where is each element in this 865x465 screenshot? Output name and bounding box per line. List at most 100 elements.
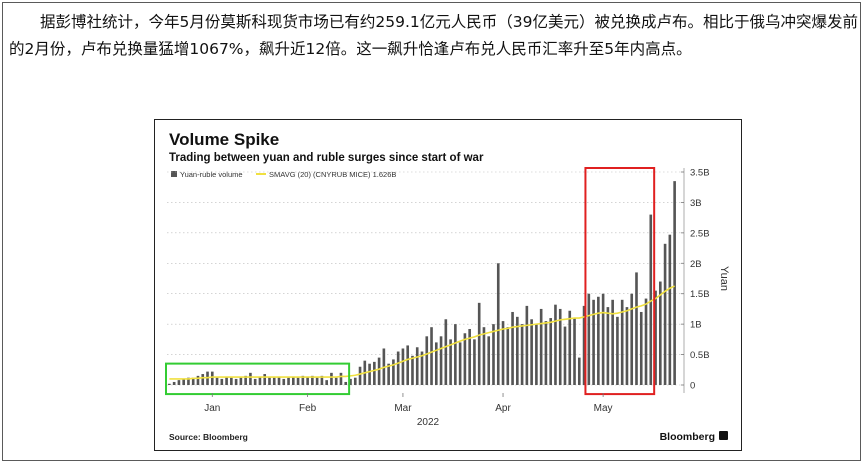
chart-legend: Yuan-ruble volume SMAVG (20) (CNYRUB MIC…	[171, 170, 396, 179]
volume-bar	[468, 329, 471, 385]
volume-bar	[659, 281, 662, 385]
volume-bar	[377, 357, 381, 385]
volume-bar	[220, 378, 224, 385]
x-tick-label: Jan	[204, 403, 220, 414]
bloomberg-logo-icon	[719, 431, 728, 440]
volume-bar	[272, 377, 276, 385]
volume-bar	[258, 376, 262, 385]
volume-bar	[463, 333, 467, 385]
volume-bar	[239, 377, 243, 385]
volume-bar	[230, 377, 233, 385]
y-tick-label: 0	[690, 381, 695, 392]
volume-bar	[477, 302, 481, 385]
volume-bar	[320, 375, 324, 385]
x-tick-label: May	[594, 403, 613, 414]
volume-bar	[187, 377, 190, 385]
volume-bar	[597, 296, 600, 385]
volume-bar	[311, 375, 314, 385]
volume-bar	[644, 298, 648, 385]
volume-bar	[516, 316, 519, 385]
volume-bar	[563, 326, 567, 385]
volume-bar	[344, 381, 348, 385]
volume-bar	[196, 375, 200, 385]
volume-bar	[392, 359, 395, 385]
volume-bar	[177, 380, 181, 385]
x-tick-label: Apr	[495, 403, 511, 414]
chart-title: Volume Spike	[169, 130, 279, 149]
volume-bar	[253, 378, 257, 385]
volume-bar	[520, 324, 524, 385]
volume-bar	[387, 363, 390, 385]
volume-bar	[501, 321, 505, 385]
volume-bar	[292, 376, 295, 385]
highlight-box-may	[584, 167, 656, 396]
y-tick-label: 2B	[690, 259, 702, 270]
volume-bar	[415, 347, 419, 385]
volume-bar	[182, 378, 185, 385]
x-year-label: 2022	[417, 417, 440, 428]
volume-bar	[353, 377, 357, 385]
volume-bar	[325, 380, 328, 385]
volume-bar	[234, 378, 238, 385]
volume-bar	[606, 307, 610, 385]
volume-bar	[315, 377, 319, 385]
volume-bar	[306, 376, 309, 385]
volume-bar	[573, 318, 576, 385]
highlight-boxes	[165, 167, 656, 396]
volume-bar	[263, 374, 267, 385]
y-tick-label: 1B	[690, 320, 702, 331]
volume-bar	[296, 377, 300, 385]
volume-bar	[439, 336, 443, 385]
volume-bar	[215, 377, 219, 385]
volume-bar	[368, 363, 371, 385]
volume-bar	[458, 342, 462, 385]
volume-bar	[506, 327, 510, 385]
chart-card: Volume Spike Trading between yuan and ru…	[154, 119, 742, 451]
volume-bar	[496, 263, 500, 385]
volume-bar	[349, 378, 352, 385]
volume-bar	[225, 377, 228, 385]
volume-bar	[649, 214, 653, 385]
volume-bar	[330, 372, 333, 385]
volume-bar	[673, 181, 676, 385]
volume-bar	[487, 336, 491, 385]
volume-spike-chart: Volume Spike Trading between yuan and ru…	[165, 130, 730, 443]
chart-subtitle: Trading between yuan and ruble surges si…	[169, 152, 484, 164]
volume-bar	[287, 377, 290, 385]
volume-bar	[668, 234, 672, 385]
volume-bar	[539, 308, 543, 385]
volume-bar	[277, 376, 281, 385]
smavg-line	[169, 285, 675, 380]
volume-bar	[282, 378, 286, 385]
chart-source: Source: Bloomberg	[169, 432, 248, 442]
volume-bar	[630, 293, 634, 385]
volume-bars	[168, 181, 676, 385]
volume-bar	[210, 371, 214, 385]
volume-bar	[511, 311, 514, 385]
volume-bar	[492, 324, 495, 385]
volume-bar	[544, 321, 548, 385]
volume-bar	[201, 374, 205, 385]
volume-bar	[616, 316, 619, 385]
y-axis-label: Yuan	[718, 266, 730, 291]
volume-bar	[592, 299, 595, 385]
volume-bar	[568, 310, 572, 385]
volume-bar	[530, 319, 533, 385]
volume-bar	[334, 377, 338, 385]
volume-bar	[430, 327, 433, 385]
volume-bar	[558, 308, 562, 385]
y-tick-label: 1.5B	[690, 289, 710, 300]
volume-bar	[601, 293, 605, 385]
volume-bar	[268, 377, 271, 385]
volume-bar	[420, 351, 424, 385]
volume-bar	[625, 307, 629, 385]
volume-bar	[339, 372, 343, 385]
volume-bar	[554, 304, 557, 385]
volume-bar	[582, 305, 586, 385]
volume-bar	[663, 243, 667, 385]
volume-bar	[373, 361, 376, 385]
volume-bar	[454, 324, 457, 385]
volume-bar	[525, 305, 529, 385]
legend-volume-label: Yuan-ruble volume	[180, 170, 243, 179]
volume-bar	[620, 299, 624, 385]
